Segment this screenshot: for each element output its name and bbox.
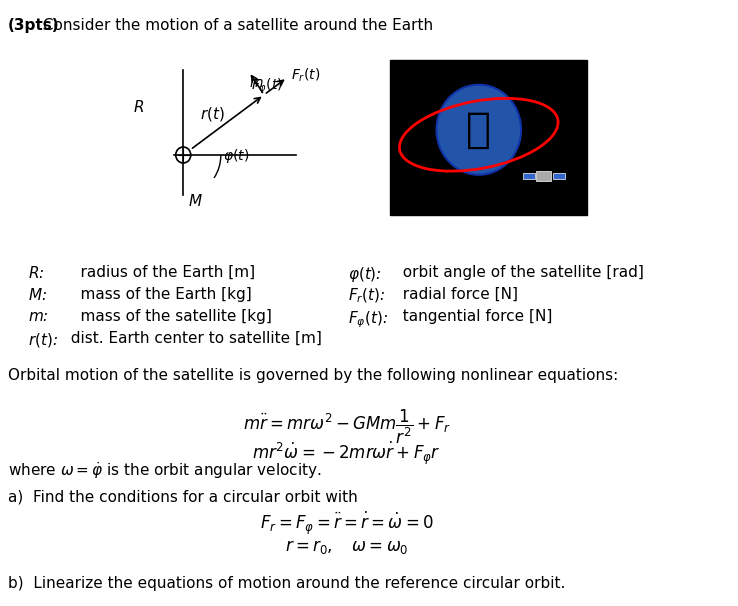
Text: $F_r(t)$: $F_r(t)$	[291, 67, 320, 84]
Text: radius of the Earth [m]: radius of the Earth [m]	[61, 265, 255, 280]
FancyBboxPatch shape	[523, 173, 534, 179]
Text: $R$: $R$	[133, 99, 144, 115]
Text: $F_\varphi(t)$:: $F_\varphi(t)$:	[348, 309, 387, 330]
Text: $\varphi(t)$: $\varphi(t)$	[223, 147, 249, 165]
Text: $m$: $m$	[249, 76, 263, 90]
Text: a)  Find the conditions for a circular orbit with: a) Find the conditions for a circular or…	[7, 490, 357, 505]
Text: tangential force [N]: tangential force [N]	[393, 309, 552, 324]
Text: $F_r(t)$:: $F_r(t)$:	[348, 287, 385, 305]
Text: b)  Linearize the equations of motion around the reference circular orbit.: b) Linearize the equations of motion aro…	[7, 576, 565, 591]
Circle shape	[436, 85, 521, 175]
Text: mass of the Earth [kg]: mass of the Earth [kg]	[61, 287, 252, 302]
Text: (3pts): (3pts)	[7, 18, 59, 33]
Text: dist. Earth center to satellite [m]: dist. Earth center to satellite [m]	[61, 331, 322, 346]
Text: $F_r = F_\varphi = \ddot{r} = \dot{r} = \dot{\omega} = 0$: $F_r = F_\varphi = \ddot{r} = \dot{r} = …	[260, 510, 434, 538]
Text: orbit angle of the satellite [rad]: orbit angle of the satellite [rad]	[393, 265, 644, 280]
Text: Orbital motion of the satellite is governed by the following nonlinear equations: Orbital motion of the satellite is gover…	[7, 368, 618, 383]
Text: $m\ddot{r} = mr\omega^2 - GMm\dfrac{1}{r^2} + F_r$: $m\ddot{r} = mr\omega^2 - GMm\dfrac{1}{r…	[243, 408, 451, 446]
FancyBboxPatch shape	[390, 60, 587, 215]
Text: $r = r_0, \quad \omega = \omega_0$: $r = r_0, \quad \omega = \omega_0$	[285, 538, 409, 556]
Text: mass of the satellite [kg]: mass of the satellite [kg]	[61, 309, 272, 324]
FancyBboxPatch shape	[537, 171, 551, 181]
Text: radial force [N]: radial force [N]	[393, 287, 518, 302]
Text: $M$: $M$	[188, 193, 203, 209]
Text: $R$:: $R$:	[28, 265, 45, 281]
Text: 🌍: 🌍	[466, 108, 492, 151]
Text: $F_\varphi(t)$: $F_\varphi(t)$	[251, 77, 283, 96]
Text: $M$:: $M$:	[28, 287, 47, 303]
Text: $r(t)$: $r(t)$	[199, 105, 224, 123]
Text: $mr^2\dot{\omega} = -2mr\omega\dot{r} + F_\varphi r$: $mr^2\dot{\omega} = -2mr\omega\dot{r} + …	[252, 440, 441, 467]
Text: where $\omega = \dot{\varphi}$ is the orbit angular velocity.: where $\omega = \dot{\varphi}$ is the or…	[7, 460, 321, 481]
Text: $r(t)$:: $r(t)$:	[28, 331, 58, 349]
Text: $\varphi(t)$:: $\varphi(t)$:	[348, 265, 382, 284]
Text: $m$:: $m$:	[28, 309, 49, 324]
Text: Consider the motion of a satellite around the Earth: Consider the motion of a satellite aroun…	[38, 18, 432, 33]
FancyBboxPatch shape	[554, 173, 565, 179]
